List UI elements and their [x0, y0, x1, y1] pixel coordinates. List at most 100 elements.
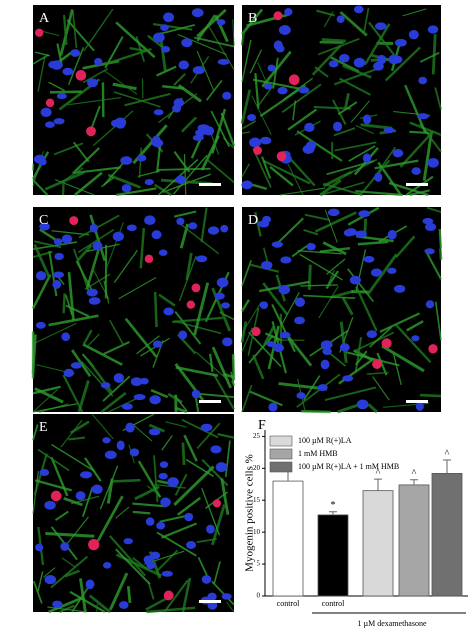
nucleus: [427, 157, 439, 168]
nucleus: [102, 562, 112, 569]
nucleus: [53, 238, 63, 245]
fiber: [47, 606, 87, 613]
fiber: [263, 159, 311, 185]
nucleus: [241, 180, 253, 190]
nucleus: [54, 252, 64, 261]
nucleus: [173, 98, 185, 108]
micrograph: C: [31, 207, 236, 414]
fiber: [115, 506, 130, 519]
nucleus: [48, 60, 59, 69]
fiber: [318, 285, 339, 319]
fiber: [339, 321, 348, 364]
fiber: [91, 413, 114, 440]
nucleus: [221, 593, 232, 600]
error-bar: [374, 478, 382, 491]
legend-label: 100 µM R(+)LA: [298, 436, 352, 445]
fiber: [34, 479, 72, 492]
nucleus: [153, 32, 165, 43]
fiber: [54, 510, 69, 522]
fiber: [37, 448, 70, 472]
fiber: [73, 141, 90, 163]
nucleus: [149, 395, 161, 405]
fiber: [113, 91, 161, 108]
nucleus: [113, 373, 125, 383]
fiber: [324, 386, 377, 402]
nucleus: [148, 428, 161, 436]
nucleus: [52, 600, 63, 608]
nucleus: [267, 64, 276, 72]
nucleus: [425, 300, 435, 309]
fiber: [324, 209, 338, 243]
fiber: [193, 282, 210, 336]
nucleus: [427, 25, 439, 34]
panel-label: E: [39, 420, 48, 435]
nucleus: [151, 230, 162, 240]
fiber: [240, 321, 248, 343]
positive-nucleus: [372, 359, 382, 369]
fiber: [44, 171, 85, 191]
fiber: [322, 241, 347, 256]
significance-marker: ^: [376, 467, 381, 478]
fiber: [68, 436, 86, 441]
nucleus: [116, 440, 125, 451]
fiber: [288, 156, 316, 187]
y-tick-label: 0: [257, 592, 261, 600]
nucleus: [45, 121, 55, 128]
fiber: [381, 344, 425, 373]
legend-label: 100 µM R(+)LA + 1 mM HMB: [298, 462, 399, 471]
nucleus: [104, 450, 117, 460]
fiber: [92, 110, 134, 147]
nucleus: [178, 330, 188, 340]
fiber: [32, 580, 43, 604]
fiber: [107, 173, 141, 189]
nucleus: [152, 135, 161, 146]
nucleus: [271, 241, 284, 248]
nucleus: [181, 38, 193, 48]
fiber: [301, 410, 331, 414]
fiber: [279, 187, 326, 196]
nucleus: [206, 524, 215, 534]
nucleus: [161, 570, 173, 577]
nucleus: [125, 422, 135, 433]
nucleus: [195, 255, 208, 263]
fiber: [185, 252, 193, 281]
fiber: [321, 38, 346, 43]
positive-nucleus: [253, 146, 262, 155]
fiber: [357, 240, 389, 246]
fiber: [311, 44, 342, 76]
fiber: [86, 333, 100, 348]
nucleus: [203, 126, 215, 136]
fiber: [224, 440, 231, 478]
fiber: [254, 73, 260, 110]
nucleus: [374, 22, 387, 30]
fiber: [259, 84, 307, 117]
nucleus: [152, 340, 163, 348]
nucleus: [376, 54, 387, 65]
nucleus: [112, 231, 124, 242]
nucleus: [186, 540, 197, 549]
fiber: [281, 83, 322, 114]
fiber: [86, 243, 120, 253]
nucleus: [156, 521, 166, 530]
fiber: [158, 293, 176, 307]
significance-marker: ^: [412, 468, 417, 479]
fiber: [89, 214, 107, 262]
fiber: [48, 81, 66, 92]
nucleus: [327, 208, 340, 217]
fiber: [319, 247, 351, 253]
fiber: [333, 127, 356, 137]
fiber: [281, 292, 300, 325]
fiber: [148, 423, 165, 433]
bar: [317, 514, 349, 597]
fiber: [100, 391, 127, 414]
fiber: [48, 250, 58, 297]
fiber: [126, 586, 132, 604]
fiber: [132, 502, 166, 508]
nucleus: [296, 392, 306, 399]
panel-label: D: [248, 213, 258, 228]
nucleus: [52, 279, 62, 289]
nucleus: [277, 86, 288, 95]
nucleus: [339, 343, 350, 352]
fiber: [161, 522, 197, 539]
